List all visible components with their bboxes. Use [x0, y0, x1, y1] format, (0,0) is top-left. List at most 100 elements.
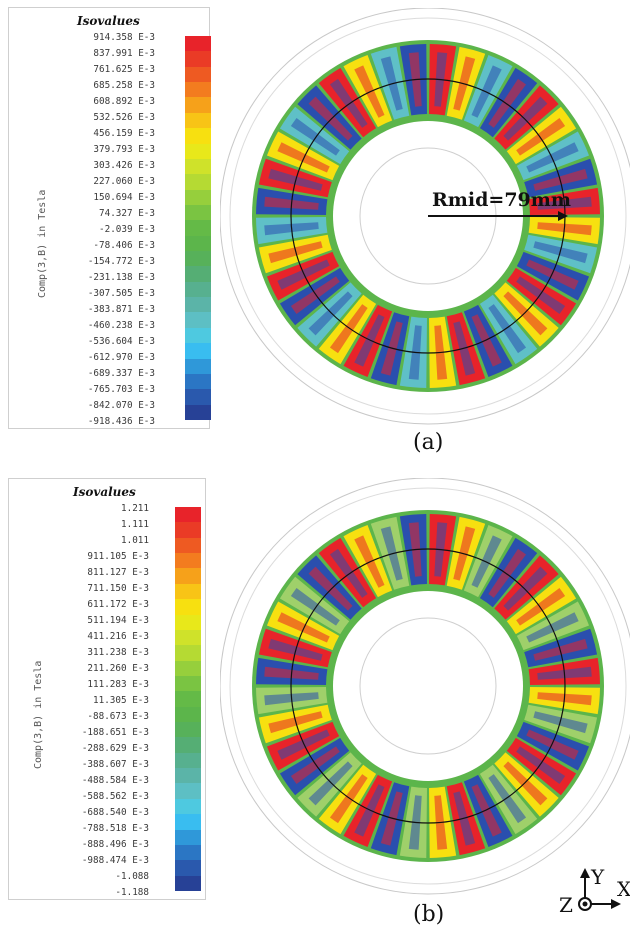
legend-colorbar: [175, 507, 201, 892]
legend-value: -188.651 E-3: [81, 727, 149, 738]
legend-swatch: [185, 266, 211, 283]
legend-value: 532.526 E-3: [93, 112, 155, 123]
legend-value: 761.625 E-3: [93, 64, 155, 75]
legend-swatch: [185, 158, 211, 175]
legend-swatch: [185, 51, 211, 68]
caption-a: (a): [413, 430, 444, 455]
field-sector-core: [290, 746, 340, 785]
field-sector-core: [488, 78, 527, 128]
legend-value: -1.188: [115, 887, 149, 898]
legend-swatch: [185, 36, 211, 52]
legend-value: 227.060 E-3: [93, 176, 155, 187]
legend-swatch: [175, 583, 201, 600]
legend-value: -888.496 E-3: [81, 839, 149, 850]
legend-swatch: [185, 128, 211, 145]
legend-swatch: [185, 389, 211, 406]
legend-swatch: [185, 327, 211, 344]
legend-swatch: [185, 112, 211, 129]
legend-value: 911.105 E-3: [87, 551, 149, 562]
legend-swatch: [185, 404, 211, 421]
legend-colorbar: [185, 36, 211, 421]
field-sector-core: [503, 291, 548, 336]
field-sector-core: [503, 566, 548, 611]
legend-swatch: [175, 706, 201, 723]
legend-value: 811.127 E-3: [87, 567, 149, 578]
legend-value: 111.283 E-3: [87, 679, 149, 690]
legend-swatch: [175, 568, 201, 585]
legend-swatch: [175, 829, 201, 846]
legend-value: -307.505 E-3: [87, 288, 155, 299]
figure-panel-b: Isovalues Comp(3,B) in Tesla 1.211 1.111…: [0, 470, 630, 936]
legend-value: -536.604 E-3: [87, 336, 155, 347]
legend-swatch: [185, 235, 211, 252]
field-sector-core: [308, 291, 353, 336]
legend-swatch: [175, 814, 201, 831]
legend-swatch: [175, 783, 201, 800]
legend-swatch: [185, 297, 211, 313]
legend-value: 608.892 E-3: [93, 96, 155, 107]
field-sector-core: [516, 117, 566, 156]
bore: [333, 591, 523, 781]
legend-value: 411.216 E-3: [87, 631, 149, 642]
legend-value: 1.111: [121, 519, 149, 530]
field-sector-core: [290, 276, 340, 315]
legend-swatch: [175, 553, 201, 569]
legend-swatch: [185, 251, 211, 267]
legend-value: -488.584 E-3: [81, 775, 149, 786]
legend-value: -231.138 E-3: [87, 272, 155, 283]
field-sector-core: [503, 761, 548, 806]
legend-swatch: [185, 66, 211, 83]
legend-value: 1.211: [121, 503, 149, 514]
legend-swatch: [175, 798, 201, 815]
field-sector-core: [329, 78, 368, 128]
legend-swatch: [175, 875, 201, 892]
legend-values: 1.211 1.111 1.011 911.105 E-3 811.127 E-…: [33, 503, 149, 899]
legend-value: -460.238 E-3: [87, 320, 155, 331]
legend-value: -154.772 E-3: [87, 256, 155, 267]
legend-swatch: [185, 82, 211, 98]
legend-swatch: [175, 629, 201, 646]
legend-value: 837.991 E-3: [93, 48, 155, 59]
legend-swatch: [185, 97, 211, 114]
legend-swatch: [175, 522, 201, 539]
legend-swatch: [185, 174, 211, 191]
legend-swatch: [175, 645, 201, 662]
legend-swatch: [185, 343, 211, 360]
field-sector-core: [290, 587, 340, 626]
legend-value: 150.694 E-3: [93, 192, 155, 203]
legend-swatch: [175, 537, 201, 554]
legend-title: Isovalues: [77, 14, 140, 28]
legend-swatch: [175, 768, 201, 784]
legend-value: -788.518 E-3: [81, 823, 149, 834]
legend-value: -2.039 E-3: [99, 224, 155, 235]
legend-swatch: [175, 507, 201, 523]
legend-value: -383.871 E-3: [87, 304, 155, 315]
legend-panel-a: Isovalues Comp(3,B) in Tesla 914.358 E-3…: [8, 7, 211, 429]
legend-title: Isovalues: [73, 485, 136, 499]
legend-value: 456.159 E-3: [93, 128, 155, 139]
legend-value: -588.562 E-3: [81, 791, 149, 802]
outer-airgap-circle: [229, 17, 627, 415]
field-sector-core: [329, 774, 368, 824]
legend-value: -1.088: [115, 871, 149, 882]
legend-value: 611.172 E-3: [87, 599, 149, 610]
motor-field-plot-a: Rmid=79mm: [220, 8, 630, 425]
rmid-label: Rmid=79mm: [432, 189, 571, 211]
legend-value: 74.327 E-3: [99, 208, 155, 219]
field-sector-core: [308, 96, 353, 141]
legend-swatch: [175, 844, 201, 861]
legend-value: 311.238 E-3: [87, 647, 149, 658]
field-sector-core: [488, 304, 527, 354]
coordinate-axes-icon: Y X Z: [559, 866, 630, 917]
field-sector-core: [488, 774, 527, 824]
legend-swatch: [175, 691, 201, 708]
legend-value: 711.150 E-3: [87, 583, 149, 594]
legend-value: 914.358 E-3: [93, 32, 155, 43]
field-sector-core: [516, 746, 566, 785]
legend-value: -842.070 E-3: [87, 400, 155, 411]
legend-swatch: [175, 660, 201, 677]
legend-value: -288.629 E-3: [81, 743, 149, 754]
legend-swatch: [185, 143, 211, 160]
legend-swatch: [185, 281, 211, 298]
legend-value: -765.703 E-3: [87, 384, 155, 395]
